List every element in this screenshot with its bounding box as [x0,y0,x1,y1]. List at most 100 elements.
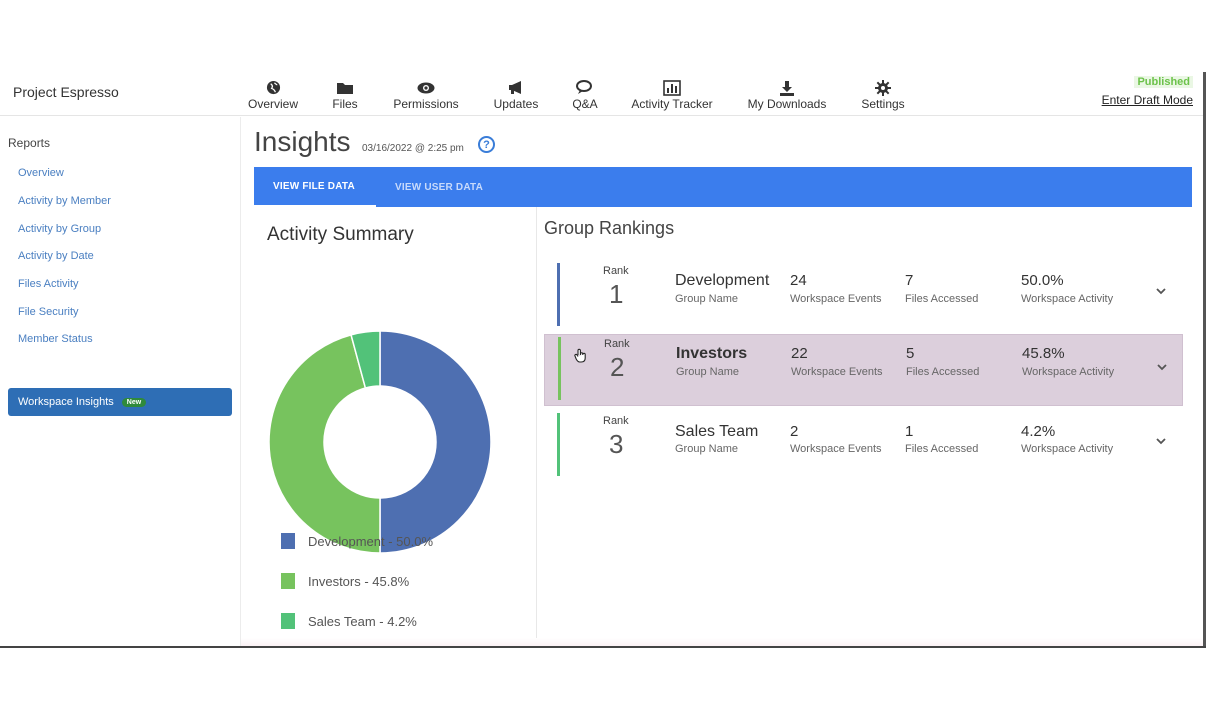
chevron-down-icon[interactable] [1155,285,1167,297]
sidebar: Reports Overview Activity by Member Acti… [0,117,241,646]
sidebar-link-member-status[interactable]: Member Status [18,333,93,345]
legend-label-sales-team: Sales Team - 4.2% [308,613,417,629]
folder-icon [336,79,354,96]
group-name-label: Group Name [675,443,738,455]
ranking-row-sales-team[interactable]: Rank 3 Sales Team Group Name 2 Workspace… [544,411,1183,483]
workspace-events-label: Workspace Events [790,443,882,455]
rank-label: Rank [604,338,630,350]
ranking-row-development[interactable]: Rank 1 Development Group Name 24 Workspa… [544,261,1183,333]
rank-color-bar [557,413,560,476]
published-status: Published [1134,76,1193,88]
sidebar-link-activity-by-member[interactable]: Activity by Member [18,195,111,207]
sidebar-heading-reports: Reports [8,136,51,150]
rank-number: 2 [610,352,625,382]
legend-item-investors: Investors - 45.8% [281,573,409,589]
project-name: Project Espresso [13,84,119,100]
legend-item-development: Development - 50.0% [281,533,433,549]
megaphone-icon [507,79,525,96]
eye-icon [417,79,435,96]
workspace-events-value: 22 [791,345,808,362]
sidebar-link-file-security[interactable]: File Security [18,306,79,318]
group-name: Sales Team [675,423,759,440]
files-accessed-label: Files Accessed [905,293,979,305]
activity-summary-heading: Activity Summary [267,224,414,245]
workspace-insights-button[interactable]: Workspace Insights New [8,388,232,416]
group-name: Development [675,272,770,289]
nav-overview[interactable]: Overview [248,79,299,113]
donut-slice-development [379,330,492,554]
group-name-label: Group Name [675,293,738,305]
sidebar-link-overview[interactable]: Overview [18,167,64,179]
sidebar-link-files-activity[interactable]: Files Activity [18,278,79,290]
nav-activity-tracker-label: Activity Tracker [631,97,713,111]
nav-my-downloads-label: My Downloads [747,97,827,111]
nav-qa-label: Q&A [572,97,598,111]
sidebar-link-activity-by-date[interactable]: Activity by Date [18,250,94,262]
files-accessed-value: 7 [905,272,914,289]
bar-chart-icon [663,79,681,96]
legend-label-investors: Investors - 45.8% [308,573,410,589]
workspace-events-value: 2 [790,423,799,440]
tab-view-file-data[interactable]: VIEW FILE DATA [254,167,376,207]
nav-overview-label: Overview [248,97,299,111]
page-timestamp: 03/16/2022 @ 2:25 pm [362,143,464,154]
nav-settings[interactable]: Settings [860,79,906,113]
data-view-tab-bar: VIEW FILE DATA VIEW USER DATA [254,167,1192,207]
nav-my-downloads[interactable]: My Downloads [747,79,827,113]
nav-permissions[interactable]: Permissions [392,79,460,113]
globe-icon [266,79,281,96]
rank-label: Rank [603,265,629,277]
nav-files-label: Files [332,97,358,111]
legend-label-development: Development - 50.0% [308,533,434,549]
workspace-activity-value: 45.8% [1022,345,1065,362]
enter-draft-mode-link[interactable]: Enter Draft Mode [1101,93,1193,107]
sidebar-link-activity-by-group[interactable]: Activity by Group [18,223,102,235]
files-accessed-label: Files Accessed [906,366,980,378]
help-icon-glyph: ? [483,138,490,151]
activity-donut-chart [268,330,492,554]
workspace-activity-label: Workspace Activity [1022,366,1115,378]
tab-view-user-data[interactable]: VIEW USER DATA [395,181,483,193]
group-name-label: Group Name [676,366,739,378]
nav-settings-label: Settings [861,97,905,111]
donut-slice-sales-team [350,330,381,389]
download-icon [779,79,795,96]
workspace-events-value: 24 [790,272,807,289]
app-window: Project Espresso Overview Files Permissi… [0,72,1206,648]
workspace-activity-label: Workspace Activity [1021,293,1114,305]
rank-color-bar [557,263,560,326]
ranking-row-investors[interactable]: Rank 2 Investors Group Name 22 Workspace… [544,334,1183,406]
bottom-fade [241,638,1206,646]
legend-swatch-sales-team [281,613,295,629]
rank-color-bar [558,337,561,400]
nav-updates-label: Updates [493,97,539,111]
nav-qa[interactable]: Q&A [572,79,598,113]
new-badge: New [121,397,147,407]
nav-files[interactable]: Files [331,79,359,113]
files-accessed-label: Files Accessed [905,443,979,455]
workspace-activity-value: 4.2% [1021,423,1056,440]
chevron-down-icon[interactable] [1155,435,1167,447]
activity-summary-panel: Activity Summary Development - 50.0% Inv… [254,207,537,646]
workspace-events-label: Workspace Events [791,366,883,378]
legend-item-sales-team: Sales Team - 4.2% [281,613,417,629]
nav-updates[interactable]: Updates [493,79,539,113]
group-rankings-heading: Group Rankings [544,218,675,238]
chevron-down-icon[interactable] [1156,361,1168,373]
rank-number: 1 [609,279,624,309]
donut-slice-investors [268,333,381,554]
files-accessed-value: 5 [906,345,915,362]
workspace-activity-value: 50.0% [1021,272,1064,289]
files-accessed-value: 1 [905,423,914,440]
workspace-activity-label: Workspace Activity [1021,443,1114,455]
top-navigation-bar: Project Espresso Overview Files Permissi… [0,72,1206,116]
help-icon[interactable]: ? [478,136,495,153]
hand-pointer-icon [574,348,586,363]
page-title: Insights [254,126,351,157]
nav-permissions-label: Permissions [393,97,459,111]
group-name: Investors [676,345,748,362]
chat-icon [576,79,594,96]
nav-activity-tracker[interactable]: Activity Tracker [630,79,714,113]
workspace-insights-label: Workspace Insights [18,396,114,408]
rank-number: 3 [609,429,624,459]
